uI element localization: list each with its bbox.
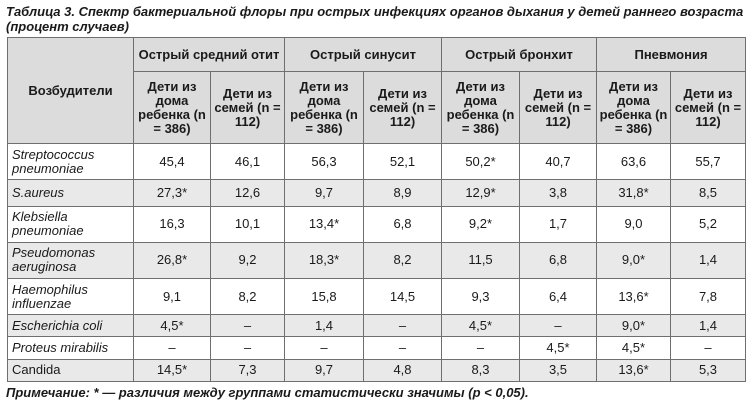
pathogen-column-header: Возбудители bbox=[7, 37, 134, 144]
table-row: Proteus mirabilis – – – – –4,5* 4,5* – bbox=[7, 336, 746, 360]
table-caption: Таблица 3. Спектр бактериальной флоры пр… bbox=[6, 4, 744, 34]
value-cell: 27,3* bbox=[133, 179, 211, 207]
value-cell: 13,4* bbox=[284, 205, 364, 243]
subheader-orphanage: Дети из дома ребенка (n = 386) bbox=[133, 71, 211, 144]
value-cell: – bbox=[363, 314, 442, 338]
value-cell: 6,4 bbox=[519, 277, 597, 316]
table-row: Klebsiella pneumoniae 16,3 10,1 13,4* 6,8 9,2… bbox=[7, 205, 746, 243]
subheader-orphanage: Дети из дома ребенка (n = 386) bbox=[284, 71, 364, 144]
value-cell: 10,1 bbox=[210, 205, 285, 243]
pathogen-name: Haemophilus influenzae bbox=[7, 277, 134, 316]
subheader-orphanage: Дети из дома ребенка (n = 386) bbox=[596, 71, 671, 144]
value-cell: 12,6 bbox=[210, 179, 285, 207]
value-cell: 16,3 bbox=[133, 205, 211, 243]
value-cell: 55,7 bbox=[670, 142, 746, 181]
value-cell: 11,5 bbox=[441, 241, 520, 279]
value-cell: 9,1 bbox=[133, 277, 211, 316]
value-cell: 9,7 bbox=[284, 179, 364, 207]
value-cell: 14,5 bbox=[363, 277, 442, 316]
value-cell: 26,8* bbox=[133, 241, 211, 279]
table-row: Haemophilus influenzae 9,1 8,2 15,8 14,5 9,3 6… bbox=[7, 277, 746, 316]
value-cell: 46,1 bbox=[210, 142, 285, 181]
subheader-families: Дети из семей (n = 112) bbox=[363, 71, 442, 144]
value-cell: – bbox=[284, 336, 364, 360]
pathogen-name: Pseudomonas aeruginosa bbox=[7, 241, 134, 279]
table-row: Pseudomonas aeruginosa 26,8* 9,2 18,3* 8,2 11… bbox=[7, 241, 746, 279]
value-cell: 40,7 bbox=[519, 142, 597, 181]
pathogen-name: Proteus mirabilis bbox=[7, 336, 134, 360]
subheader-families: Дети из семей (n = 112) bbox=[670, 71, 746, 144]
value-cell: – bbox=[210, 336, 285, 360]
value-cell: 12,9* bbox=[441, 179, 520, 207]
pathogen-name: Streptococcus pneumoniae bbox=[7, 142, 134, 181]
value-cell: 18,3* bbox=[284, 241, 364, 279]
value-cell: 9,0* bbox=[596, 314, 671, 338]
value-cell: 6,8 bbox=[519, 241, 597, 279]
table-body: Streptococcus pneumoniae 45,4 46,1 56,3 52,1… bbox=[7, 142, 746, 383]
group-header-sinusitis: Острый синусит bbox=[284, 37, 442, 72]
value-cell: 50,2* bbox=[441, 142, 520, 181]
value-cell: 8,2 bbox=[210, 277, 285, 316]
value-cell: 9,2 bbox=[210, 241, 285, 279]
table-row: Candida 14,5* 7,3 9,7 4,8 8,3 3,5 13,6* 5,3 bbox=[7, 358, 746, 383]
value-cell: 8,3 bbox=[441, 358, 520, 383]
pathogen-name: Escherichia coli bbox=[7, 314, 134, 338]
value-cell: 8,9 bbox=[363, 179, 442, 207]
value-cell: 6,8 bbox=[363, 205, 442, 243]
value-cell: 63,6 bbox=[596, 142, 671, 181]
value-cell: 8,5 bbox=[670, 179, 746, 207]
value-cell: 9,0 bbox=[596, 205, 671, 243]
value-cell: 13,6* bbox=[596, 277, 671, 316]
group-header-bronchitis: Острый бронхит bbox=[441, 37, 597, 72]
value-cell: 4,5* bbox=[519, 336, 597, 360]
value-cell: 5,3 bbox=[670, 358, 746, 383]
value-cell: 4,5* bbox=[441, 314, 520, 338]
pathogen-name: Candida bbox=[7, 358, 134, 383]
value-cell: 4,8 bbox=[363, 358, 442, 383]
group-header-pneumonia: Пневмония bbox=[596, 37, 746, 72]
subheader-orphanage: Дети из дома ребенка (n = 386) bbox=[441, 71, 520, 144]
value-cell: 13,6* bbox=[596, 358, 671, 383]
value-cell: 4,5* bbox=[133, 314, 211, 338]
value-cell: 56,3 bbox=[284, 142, 364, 181]
value-cell: 7,3 bbox=[210, 358, 285, 383]
value-cell: 1,7 bbox=[519, 205, 597, 243]
value-cell: 7,8 bbox=[670, 277, 746, 316]
value-cell: 8,2 bbox=[363, 241, 442, 279]
value-cell: 31,8* bbox=[596, 179, 671, 207]
value-cell: 9,0* bbox=[596, 241, 671, 279]
value-cell: – bbox=[670, 336, 746, 360]
value-cell: – bbox=[441, 336, 520, 360]
value-cell: 3,5 bbox=[519, 358, 597, 383]
table-row: S.aureus 27,3* 12,6 9,7 8,9 12,9* 3,8 31,8* 8,5 bbox=[7, 179, 746, 207]
subheader-families: Дети из семей (n = 112) bbox=[519, 71, 597, 144]
subheader-families: Дети из семей (n = 112) bbox=[210, 71, 285, 144]
value-cell: 3,8 bbox=[519, 179, 597, 207]
value-cell: – bbox=[363, 336, 442, 360]
value-cell: 9,7 bbox=[284, 358, 364, 383]
value-cell: 14,5* bbox=[133, 358, 211, 383]
value-cell: 4,5* bbox=[596, 336, 671, 360]
group-header-otitis: Острый средний отит bbox=[133, 37, 285, 72]
pathogen-name: Klebsiella pneumoniae bbox=[7, 205, 134, 243]
table-row: Escherichia coli 4,5* –1,4–4,5* –9,0* 1,4 bbox=[7, 314, 746, 338]
table-row: Streptococcus pneumoniae 45,4 46,1 56,3 52,1… bbox=[7, 142, 746, 181]
value-cell: 1,4 bbox=[670, 241, 746, 279]
value-cell: – bbox=[210, 314, 285, 338]
value-cell: 1,4 bbox=[284, 314, 364, 338]
value-cell: 5,2 bbox=[670, 205, 746, 243]
pathogen-name: S.aureus bbox=[7, 179, 134, 207]
value-cell: 9,2* bbox=[441, 205, 520, 243]
pathogen-table: Возбудители Острый средний отит Острый с… bbox=[7, 37, 746, 383]
value-cell: – bbox=[133, 336, 211, 360]
value-cell: 15,8 bbox=[284, 277, 364, 316]
value-cell: 9,3 bbox=[441, 277, 520, 316]
value-cell: 1,4 bbox=[670, 314, 746, 338]
table-note: Примечание: * — различия между группами … bbox=[6, 385, 529, 400]
value-cell: 45,4 bbox=[133, 142, 211, 181]
value-cell: 52,1 bbox=[363, 142, 442, 181]
value-cell: – bbox=[519, 314, 597, 338]
